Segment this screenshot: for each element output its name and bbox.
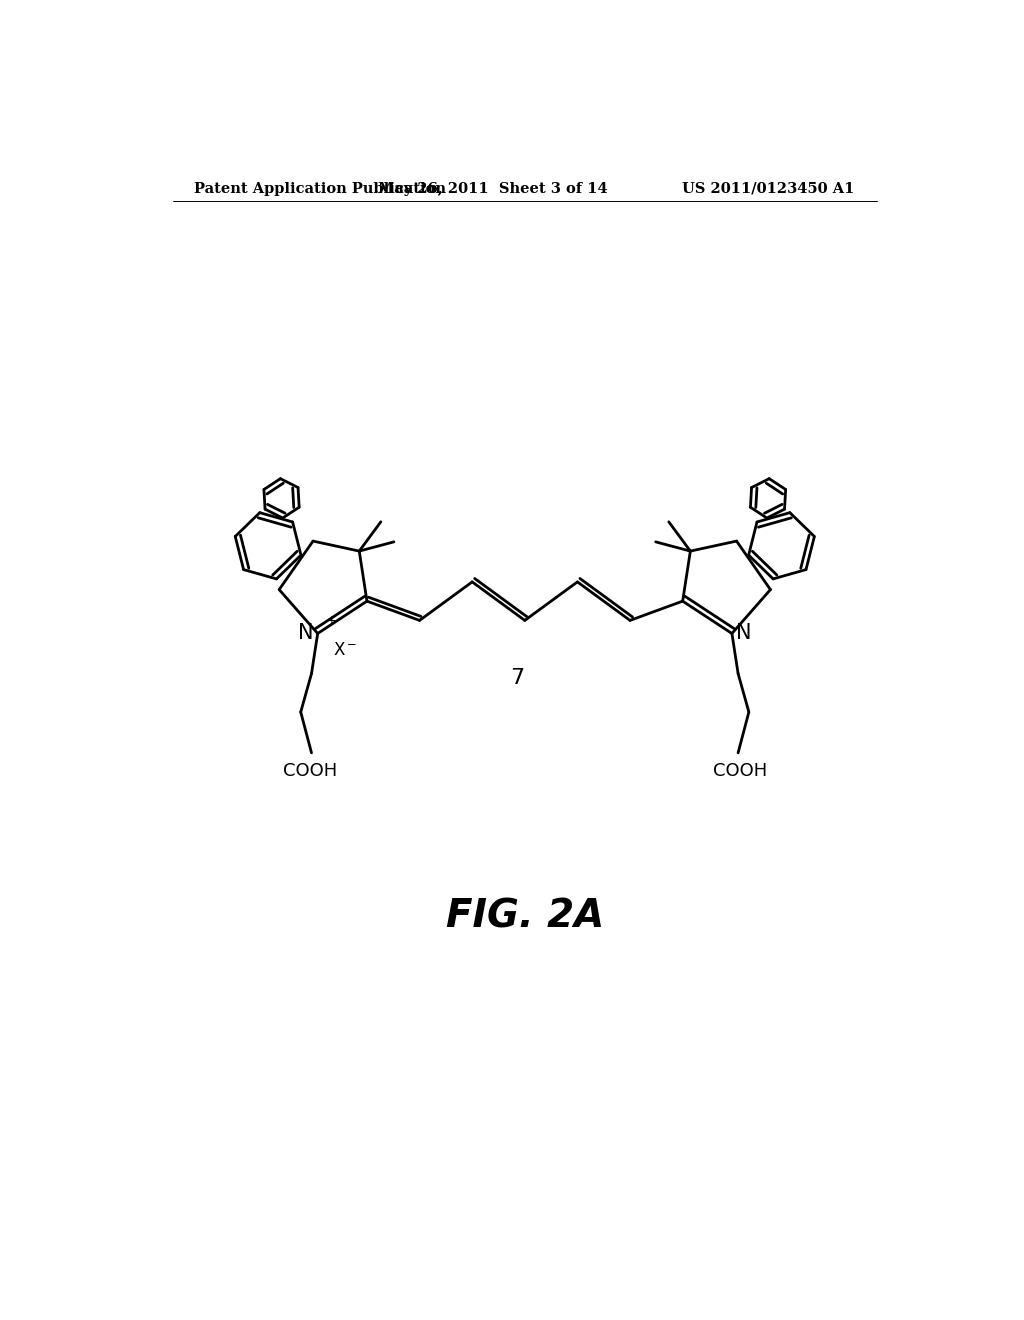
Text: 7: 7 <box>510 668 524 688</box>
Text: COOH: COOH <box>713 762 767 780</box>
Text: Patent Application Publication: Patent Application Publication <box>194 182 445 195</box>
Text: N: N <box>298 623 314 643</box>
Text: X$^-$: X$^-$ <box>333 642 357 660</box>
Text: US 2011/0123450 A1: US 2011/0123450 A1 <box>682 182 854 195</box>
Text: FIG. 2A: FIG. 2A <box>445 898 604 936</box>
Text: $^+$: $^+$ <box>324 615 337 632</box>
Text: COOH: COOH <box>283 762 337 780</box>
Text: May 26, 2011  Sheet 3 of 14: May 26, 2011 Sheet 3 of 14 <box>378 182 607 195</box>
Text: N: N <box>735 623 752 643</box>
